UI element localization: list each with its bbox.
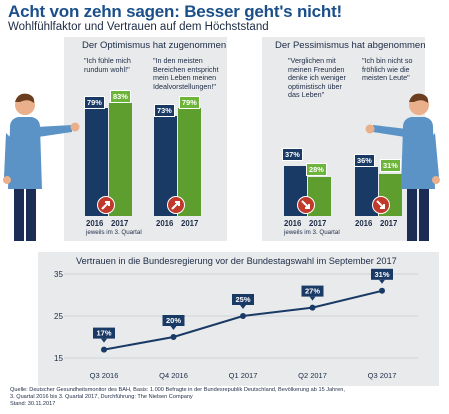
data-label-pointer <box>101 338 107 343</box>
pessimism-note: jeweils im 3. Quartal <box>284 229 340 236</box>
data-label-pointer <box>170 326 177 330</box>
label-pes1-2016: 37% <box>282 148 303 161</box>
x-tick-label: Q1 2017 <box>229 371 258 380</box>
x-tick-label: Q3 2017 <box>368 371 397 380</box>
label-pes2-2017: 31% <box>380 159 401 172</box>
data-label: 27% <box>305 287 320 296</box>
optimism-bars <box>64 90 227 216</box>
source-note: Quelle: Deutscher Gesundheitsmonitor des… <box>10 387 440 409</box>
year-label: 2017 <box>181 219 199 228</box>
man-thumbs-up-illustration <box>3 93 80 241</box>
pessimism-bars <box>262 90 425 216</box>
data-label-box <box>301 285 324 297</box>
man-thumbs-down-illustration <box>365 93 440 241</box>
arrow-up-icon <box>97 196 115 214</box>
year-label: 2016 <box>355 219 373 228</box>
year-label: 2016 <box>86 219 104 228</box>
data-point <box>170 334 177 340</box>
y-tick-label: 25 <box>54 312 63 321</box>
data-label: 17% <box>96 329 111 338</box>
year-label: 2017 <box>380 219 398 228</box>
data-label-pointer <box>240 305 246 309</box>
page-subtitle: Wohlfühlfaktor und Vertrauen auf dem Höc… <box>8 21 269 33</box>
data-label-box <box>93 327 115 339</box>
year-label: 2017 <box>111 219 129 228</box>
trust-chart-title: Vertrauen in die Bundesregierung vor der… <box>76 256 397 266</box>
optimism-title: Der Optimismus hat zugenommen <box>82 40 227 51</box>
page-title: Acht von zehn sagen: Besser geht's nicht… <box>8 2 343 21</box>
bar-opt1-2017 <box>109 103 132 216</box>
arrow-down-icon <box>372 196 390 214</box>
pessimism-title: Der Pessimismus hat abgenommen <box>275 40 426 51</box>
x-tick-label: Q4 2016 <box>159 371 188 380</box>
label-pes1-2017: 28% <box>306 163 327 176</box>
pessimism-quote-1: "Verglichen mit meinen Freunden denke ic… <box>288 56 346 100</box>
trust-line-chart: 15 25 35 17% Q3 2016 20% Q4 2016 25% Q1 2017 27% Q… <box>54 268 418 380</box>
data-label-box <box>371 268 393 280</box>
x-tick-label: Q2 2017 <box>298 371 327 380</box>
pessimism-quote-2: "Ich bin nicht so fröhlich wie die meist… <box>362 56 413 83</box>
optimism-quote-2: "In den meisten Bereichen entspricht mei… <box>153 56 219 91</box>
year-label: 2017 <box>309 219 327 228</box>
optimism-quote-1: "Ich fühle mich rundum wohl!" <box>84 56 131 74</box>
bar-opt1-2016 <box>85 108 108 216</box>
data-label: 20% <box>166 316 181 325</box>
data-label-box <box>232 294 254 305</box>
label-opt1-2016: 79% <box>84 96 105 109</box>
arrow-up-icon <box>167 196 185 214</box>
data-label: 25% <box>235 295 250 304</box>
optimism-note: jeweils im 3. Quartal <box>86 229 142 236</box>
data-point <box>309 304 316 311</box>
label-opt2-2016: 73% <box>154 104 175 117</box>
y-tick-label: 35 <box>54 270 63 279</box>
data-label-pointer <box>379 279 385 284</box>
data-label-pointer <box>309 296 316 301</box>
x-tick-label: Q3 2016 <box>90 371 119 380</box>
source-line-3: Stand: 30.11.2017 <box>10 401 56 408</box>
bar-opt2-2017 <box>178 108 201 216</box>
data-label-box <box>162 315 185 326</box>
year-label: 2016 <box>156 219 174 228</box>
source-line-2: 3. Quartal 2016 bis 3. Quartal 2017, Dur… <box>10 394 193 401</box>
data-point <box>101 346 107 353</box>
data-point <box>379 287 385 294</box>
bar-opt2-2016 <box>154 116 177 216</box>
label-opt2-2017: 79% <box>179 96 200 109</box>
source-line-1: Quelle: Deutscher Gesundheitsmonitor des… <box>10 387 345 393</box>
arrow-down-icon <box>297 196 315 214</box>
data-point <box>240 313 246 319</box>
data-label: 31% <box>374 270 389 279</box>
label-opt1-2017: 83% <box>110 90 131 103</box>
label-pes2-2016: 36% <box>354 154 375 167</box>
y-tick-label: 15 <box>54 354 63 363</box>
year-label: 2016 <box>284 219 302 228</box>
